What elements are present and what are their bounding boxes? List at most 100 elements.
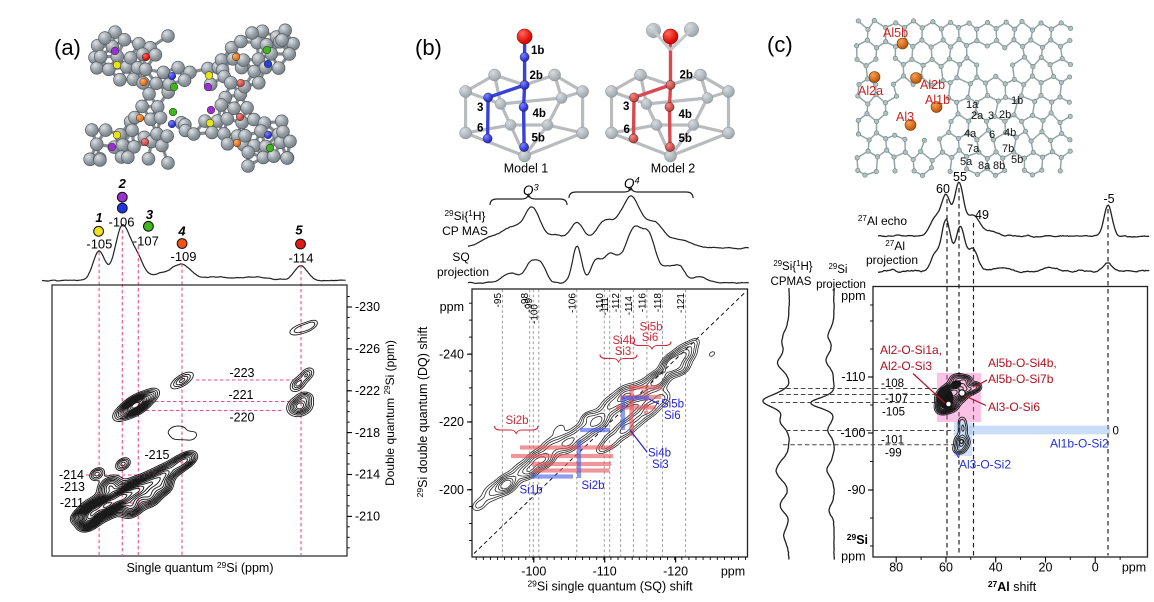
svg-text:-226: -226 — [355, 342, 380, 356]
svg-text:(c): (c) — [767, 32, 793, 57]
svg-text:0: 0 — [1092, 561, 1099, 575]
svg-text:2b: 2b — [999, 109, 1011, 121]
svg-text:7b: 7b — [1002, 143, 1014, 155]
svg-text:-101: -101 — [881, 435, 904, 447]
svg-text:(a): (a) — [54, 35, 81, 60]
svg-text:-118: -118 — [653, 293, 664, 313]
svg-text:-106: -106 — [108, 214, 134, 229]
svg-text:2: 2 — [118, 176, 127, 191]
svg-text:ppm: ppm — [721, 565, 745, 579]
svg-text:2b: 2b — [530, 70, 543, 82]
svg-text:Si5b: Si5b — [639, 322, 662, 334]
svg-text:-90: -90 — [847, 483, 865, 497]
svg-text:29Si{1H}: 29Si{1H} — [773, 259, 812, 273]
svg-text:-100: -100 — [521, 565, 546, 579]
svg-text:Single quantum 29Si (ppm): Single quantum 29Si (ppm) — [126, 560, 273, 575]
svg-text:-107: -107 — [133, 234, 159, 249]
svg-text:-100: -100 — [840, 426, 865, 440]
svg-text:-230: -230 — [355, 300, 380, 314]
svg-text:Al5b: Al5b — [883, 26, 908, 40]
svg-text:8b: 8b — [993, 160, 1005, 172]
svg-text:CPMAS: CPMAS — [771, 276, 812, 288]
svg-text:-5: -5 — [1103, 192, 1114, 206]
svg-text:-214: -214 — [59, 468, 84, 482]
svg-text:-99: -99 — [524, 298, 535, 313]
svg-text:6: 6 — [624, 124, 630, 136]
svg-text:-99: -99 — [885, 448, 902, 460]
svg-text:Al2a: Al2a — [858, 84, 883, 98]
svg-text:-221: -221 — [228, 388, 253, 402]
svg-text:Al5b-O-Si7b: Al5b-O-Si7b — [988, 372, 1054, 386]
svg-text:-223: -223 — [229, 366, 254, 380]
svg-text:ppm: ppm — [1122, 561, 1146, 575]
svg-text:29Si{1H}: 29Si{1H} — [444, 209, 485, 223]
svg-text:-215: -215 — [144, 448, 169, 462]
svg-text:Al2b: Al2b — [920, 78, 945, 92]
svg-text:1: 1 — [95, 210, 102, 225]
svg-text:-108: -108 — [881, 378, 904, 390]
svg-text:-213: -213 — [60, 480, 85, 494]
svg-text:6: 6 — [477, 123, 483, 135]
svg-text:-114: -114 — [624, 296, 635, 316]
svg-text:5b: 5b — [1011, 154, 1023, 166]
svg-text:-95: -95 — [493, 293, 504, 308]
svg-text:4b: 4b — [1004, 127, 1016, 139]
svg-text:ppm: ppm — [440, 300, 464, 314]
svg-text:20: 20 — [1039, 561, 1053, 575]
svg-text:0: 0 — [1113, 426, 1119, 438]
svg-text:-112: -112 — [611, 293, 622, 313]
svg-text:29Si: 29Si — [847, 532, 868, 547]
svg-text:4b: 4b — [533, 108, 546, 120]
svg-text:-114: -114 — [288, 251, 313, 266]
svg-text:7a: 7a — [967, 143, 980, 155]
svg-text:-110: -110 — [593, 565, 617, 579]
svg-text:29Si single quantum (SQ) shift: 29Si single quantum (SQ) shift — [527, 578, 693, 593]
svg-text:CP MAS: CP MAS — [442, 224, 488, 238]
svg-text:-110: -110 — [595, 293, 606, 313]
svg-text:Al5b-O-Si4b,: Al5b-O-Si4b, — [988, 356, 1057, 370]
svg-text:-120: -120 — [663, 565, 688, 579]
svg-text:-211: -211 — [60, 496, 84, 510]
svg-text:-116: -116 — [637, 293, 648, 313]
svg-text:Al3-O-Si6: Al3-O-Si6 — [988, 400, 1040, 414]
svg-text:4b: 4b — [679, 109, 692, 121]
svg-text:(b): (b) — [415, 35, 442, 60]
svg-text:-107: -107 — [885, 393, 908, 405]
svg-text:ppm: ppm — [841, 550, 865, 564]
svg-text:3: 3 — [477, 102, 483, 114]
svg-text:Si3: Si3 — [615, 346, 632, 358]
svg-text:Si4b: Si4b — [648, 448, 671, 460]
svg-text:1b: 1b — [531, 45, 544, 57]
svg-text:40: 40 — [989, 561, 1003, 575]
svg-text:-200: -200 — [439, 483, 464, 497]
svg-text:Al2-O-Si1a,: Al2-O-Si1a, — [880, 343, 942, 357]
svg-text:Si1b: Si1b — [519, 485, 542, 497]
svg-text:Double quantum 29Si (ppm): Double quantum 29Si (ppm) — [383, 340, 397, 486]
svg-text:27Al echo: 27Al echo — [858, 214, 907, 228]
svg-text:-121: -121 — [676, 293, 687, 313]
svg-text:-106: -106 — [567, 293, 578, 313]
svg-text:Model 1: Model 1 — [504, 162, 549, 176]
svg-text:-214: -214 — [355, 468, 380, 482]
svg-text:27Al: 27Al — [885, 239, 905, 253]
svg-text:-110: -110 — [841, 370, 865, 384]
svg-text:Si2b: Si2b — [505, 415, 528, 427]
svg-text:Al3: Al3 — [896, 110, 914, 124]
svg-text:Al1b: Al1b — [925, 93, 950, 107]
svg-text:4: 4 — [177, 223, 186, 238]
svg-text:3: 3 — [146, 207, 154, 222]
svg-text:55: 55 — [953, 170, 967, 184]
svg-text:3: 3 — [988, 110, 994, 122]
svg-text:5a: 5a — [960, 156, 973, 168]
svg-text:projection: projection — [816, 279, 866, 291]
svg-text:-100: -100 — [529, 304, 540, 324]
svg-text:4a: 4a — [964, 128, 977, 140]
svg-text:80: 80 — [889, 561, 903, 575]
svg-text:-240: -240 — [439, 347, 464, 361]
svg-text:2a: 2a — [971, 110, 984, 122]
svg-text:Si2b: Si2b — [581, 480, 604, 492]
svg-text:-98: -98 — [520, 293, 531, 308]
svg-text:-220: -220 — [439, 415, 464, 429]
svg-text:Al2-O-Si3: Al2-O-Si3 — [880, 359, 932, 373]
svg-text:-105: -105 — [86, 237, 112, 252]
